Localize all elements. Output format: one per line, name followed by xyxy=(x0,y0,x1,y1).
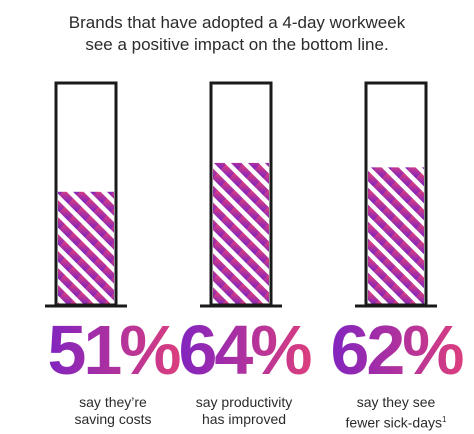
value-label-sick-days: 62% xyxy=(321,312,471,388)
bar-fill-saving-costs xyxy=(58,191,114,305)
bar-fill-productivity xyxy=(213,162,269,305)
value-label-productivity: 64% xyxy=(169,312,319,388)
caption-productivity: say productivity has improved xyxy=(169,394,319,428)
caption-line: saving costs xyxy=(74,411,152,427)
footnote-marker: 1 xyxy=(442,415,447,424)
caption-line: say they see xyxy=(356,394,436,410)
caption-line: say productivity xyxy=(195,394,293,410)
caption-line: fewer sick-days1 xyxy=(321,411,471,432)
caption-line: has improved xyxy=(201,411,287,427)
bar-fill-sick-days xyxy=(368,167,424,305)
title-line-1: Brands that have adopted a 4-day workwee… xyxy=(68,13,406,32)
title-line-2: see a positive impact on the bottom line… xyxy=(85,35,389,54)
caption-text: fewer sick-days xyxy=(345,414,442,431)
caption-saving-costs: say they’re saving costs xyxy=(38,394,188,428)
caption-line: say they’re xyxy=(79,394,147,410)
value-label-saving-costs: 51% xyxy=(38,312,188,388)
caption-sick-days: say they see fewer sick-days1 xyxy=(321,394,471,432)
chart-title: Brands that have adopted a 4-day workwee… xyxy=(0,12,474,56)
